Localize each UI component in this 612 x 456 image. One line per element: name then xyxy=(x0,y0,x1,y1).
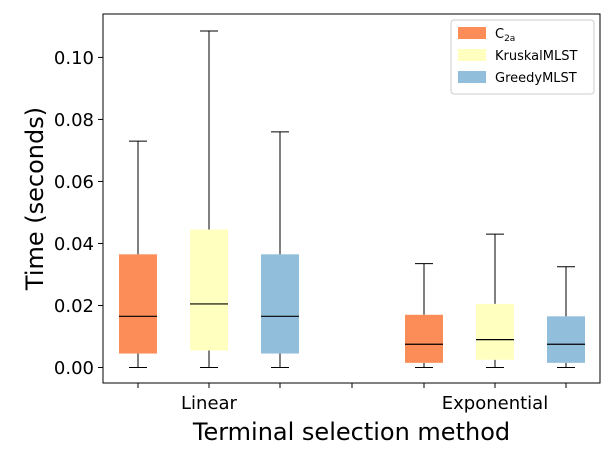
x-axis-title: Terminal selection method xyxy=(192,418,510,446)
box-GreedyMLST-Linear xyxy=(261,131,299,368)
box-C2a-Exponential xyxy=(405,263,443,368)
box-iqr xyxy=(476,303,514,360)
legend-swatch xyxy=(458,49,486,61)
box-KruskalMLST-Linear xyxy=(190,30,228,368)
box-iqr xyxy=(547,316,585,363)
box-GreedyMLST-Exponential xyxy=(547,266,585,368)
box-C2a-Linear xyxy=(119,140,157,368)
x-axis: Linear Exponential xyxy=(137,383,567,414)
boxes-layer xyxy=(119,30,585,368)
x-category-label: Exponential xyxy=(442,393,548,414)
box-iqr xyxy=(119,254,157,354)
box-iqr xyxy=(190,229,228,351)
y-tick-label: 0.06 xyxy=(54,172,94,193)
x-category-label: Linear xyxy=(181,393,238,414)
y-tick-label: 0.04 xyxy=(54,234,94,255)
legend-swatch xyxy=(458,71,486,83)
y-tick-label: 0.02 xyxy=(54,296,94,317)
y-tick-label: 0.10 xyxy=(54,48,94,69)
legend: C2a KruskalMLST GreedyMLST xyxy=(450,19,595,95)
box-iqr xyxy=(405,314,443,363)
legend-label: KruskalMLST xyxy=(495,49,577,64)
legend-frame xyxy=(450,19,595,95)
box-iqr xyxy=(261,254,299,354)
legend-swatch xyxy=(458,27,486,39)
y-tick-label: 0.08 xyxy=(54,110,94,131)
y-axis-title: Time (seconds) xyxy=(21,107,49,291)
box-KruskalMLST-Exponential xyxy=(476,233,514,368)
legend-label: C2a xyxy=(495,27,515,44)
y-tick-label: 0.00 xyxy=(54,358,94,379)
legend-label: GreedyMLST xyxy=(495,71,577,86)
y-axis: 0.00 0.02 0.04 0.06 0.08 0.10 xyxy=(54,48,103,379)
